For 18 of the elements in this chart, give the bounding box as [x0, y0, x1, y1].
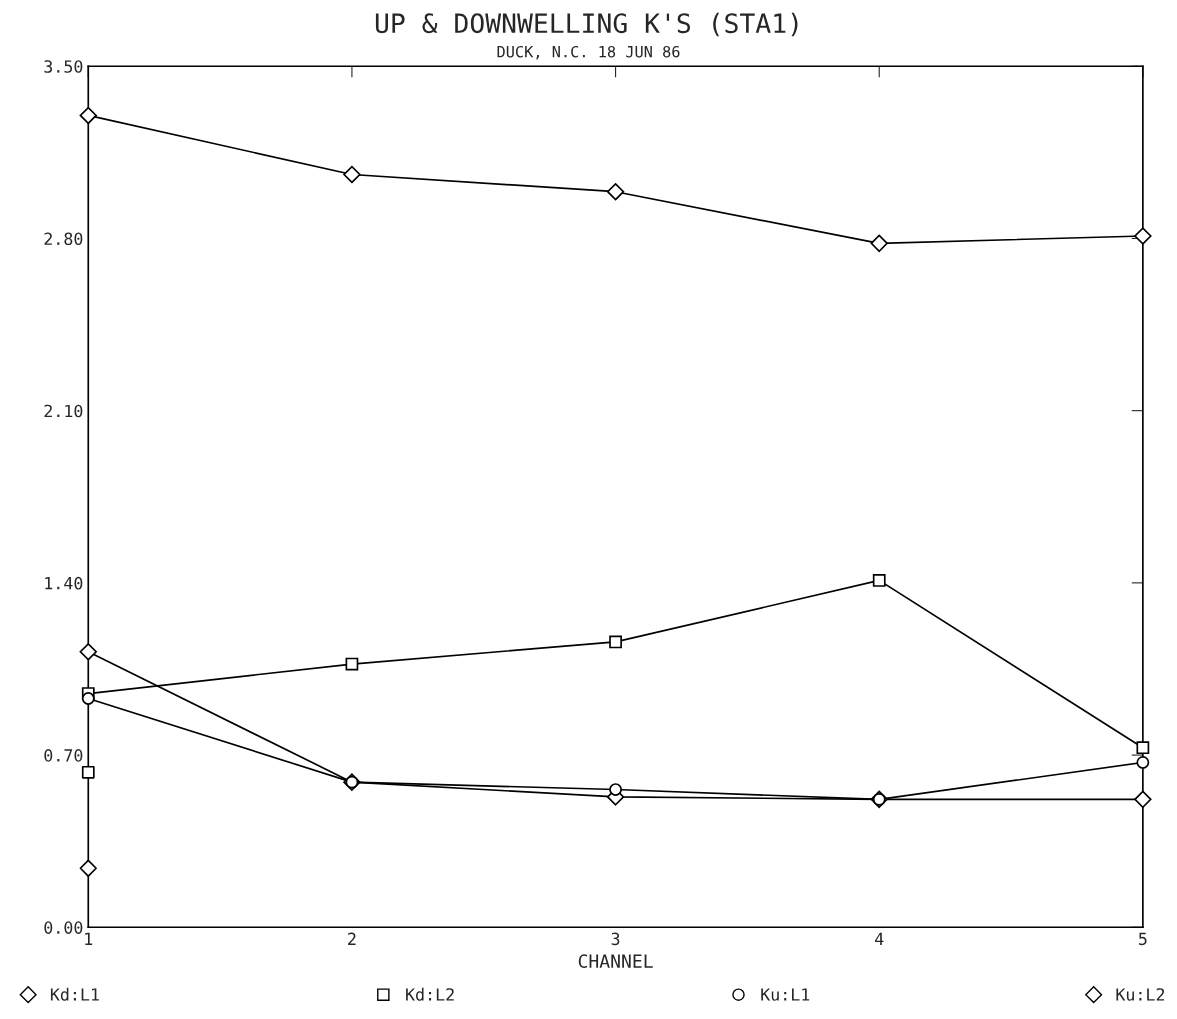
x-tick-label: 1 — [85, 932, 93, 945]
y-tick-label: 0.70 — [44, 749, 83, 762]
y-tick-label: 2.80 — [44, 232, 83, 246]
legend-label: Kd:L1 — [50, 987, 99, 1001]
legend-label: Kd:L2 — [406, 987, 454, 1001]
x-tick-label: 5 — [1139, 932, 1147, 946]
x-tick-label: 2 — [348, 932, 356, 945]
chart-title: UP & DOWNWELLING K'S (STA1) — [375, 12, 798, 37]
x-tick-label: 4 — [875, 932, 884, 945]
y-tick-label: 3.50 — [44, 60, 83, 73]
x-tick-label: 3 — [611, 932, 620, 946]
y-tick-label: 2.10 — [44, 404, 83, 418]
x-axis-title: CHANNEL — [578, 954, 653, 968]
y-tick-label: 0.00 — [44, 921, 83, 934]
legend-label: Ku:L2 — [1116, 988, 1165, 1001]
chart-subtitle: DUCK, N.C. 18 JUN 86 — [497, 45, 680, 60]
y-tick-label: 1.40 — [45, 576, 83, 590]
legend-label: Ku:L1 — [761, 988, 810, 1001]
